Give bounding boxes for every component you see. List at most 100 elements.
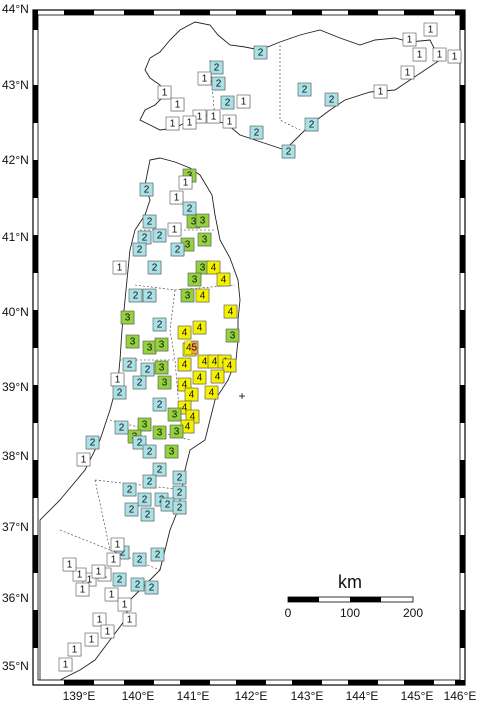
- station-box: [281, 144, 296, 159]
- station-label: 1: [202, 74, 208, 85]
- station-box: [122, 357, 137, 372]
- frame-bar-right: [460, 160, 465, 198]
- scale-bar-segment-1: [288, 597, 319, 602]
- station-box: [132, 552, 147, 567]
- frame-bar-top: [348, 10, 378, 15]
- frame-bar-top: [180, 10, 210, 15]
- station-intensity-2: 2: [142, 214, 157, 229]
- station-label: 1: [241, 97, 247, 108]
- station-intensity-1: 1: [170, 97, 185, 112]
- station-intensity-3: 3: [152, 425, 167, 440]
- station-label: 4: [215, 372, 221, 383]
- lon-label-142: 142°E: [235, 689, 268, 703]
- station-label: 2: [258, 48, 264, 59]
- frame-bar-bottom: [348, 680, 378, 685]
- station-intensity-3: 3: [137, 417, 152, 432]
- frame-bar-top: [124, 10, 154, 15]
- station-box: [423, 22, 438, 37]
- station-intensity-2: 2: [85, 435, 100, 450]
- station-label: 3: [230, 331, 236, 342]
- station-label: 4: [190, 412, 196, 423]
- station-box: [204, 385, 219, 400]
- frame-bar-right: [460, 235, 465, 273]
- station-box: [187, 272, 202, 287]
- station-box: [110, 537, 125, 552]
- frame-bar-right: [460, 610, 465, 648]
- lon-label-141: 141°E: [177, 689, 210, 703]
- station-box: [154, 337, 169, 352]
- station-label: 1: [162, 88, 168, 99]
- station-intensity-1: 1: [167, 222, 182, 237]
- station-label: 4: [189, 390, 195, 401]
- station-label: 2: [135, 580, 141, 591]
- station-box: [253, 45, 268, 60]
- station-label: 3: [125, 313, 131, 324]
- station-label: 2: [119, 423, 125, 434]
- frame-bar-right: [460, 535, 465, 573]
- station-box: [58, 657, 73, 672]
- station-intensity-3: 3: [142, 340, 157, 355]
- station-intensity-2: 2: [122, 357, 137, 372]
- frame-graduation-bars: [33, 10, 465, 685]
- station-label: 2: [157, 400, 163, 411]
- station-label: 1: [437, 50, 443, 61]
- station-box: [373, 84, 388, 99]
- station-label: 4: [197, 373, 203, 384]
- station-intensity-2: 2: [304, 117, 319, 132]
- station-label: 2: [137, 245, 143, 256]
- station-label: 2: [157, 231, 163, 242]
- station-label: 2: [187, 204, 193, 215]
- coastline: [39, 21, 441, 681]
- epicenter-marker: +: [238, 389, 245, 403]
- station-box: [114, 420, 129, 435]
- station-intensity-1: 1: [62, 557, 77, 572]
- station-label: 1: [428, 25, 434, 36]
- station-intensity-1: 1: [157, 85, 172, 100]
- station-intensity-2: 2: [172, 470, 187, 485]
- station-intensity-2: 2: [137, 230, 152, 245]
- station-label: 2: [147, 217, 153, 228]
- station-label: 2: [117, 575, 123, 586]
- station-box: [249, 125, 264, 140]
- station-label: 4: [221, 275, 227, 286]
- station-box: [209, 60, 224, 75]
- station-label: 2: [165, 500, 171, 511]
- station-label: 1: [97, 615, 103, 626]
- station-intensity-1: 1: [76, 452, 91, 467]
- station-intensity-1: 1: [197, 71, 212, 86]
- lat-label-36: 36°N: [2, 591, 29, 605]
- station-box: [400, 65, 415, 80]
- station-intensity-3: 3: [197, 232, 212, 247]
- station-box: [120, 310, 135, 325]
- station-box: [142, 444, 157, 459]
- frame-bar-bottom: [455, 680, 465, 685]
- station-box: [402, 32, 417, 47]
- station-intensity-2: 2: [112, 385, 127, 400]
- station-box: [157, 85, 172, 100]
- station-intensity-3: 3: [154, 360, 169, 375]
- frame-bar-right: [460, 85, 465, 123]
- station-intensity-2: 2: [324, 92, 339, 107]
- longitude-labels: 139°E 140°E 141°E 142°E 143°E 144°E 145°…: [63, 689, 477, 703]
- station-box: [170, 97, 185, 112]
- station-label: 1: [77, 570, 83, 581]
- station-label: 2: [147, 291, 153, 302]
- station-label: 2: [90, 438, 96, 449]
- station-intensity-4: 4: [206, 260, 221, 275]
- station-intensity-3: 3: [169, 424, 184, 439]
- station-box: [180, 288, 195, 303]
- station-box: [432, 47, 447, 62]
- station-intensity-1: 1: [92, 612, 107, 627]
- station-box: [210, 369, 225, 384]
- station-label: 1: [87, 575, 93, 586]
- lat-label-37: 37°N: [2, 520, 29, 534]
- station-label: 2: [133, 291, 139, 302]
- station-label: 2: [147, 447, 153, 458]
- lon-label-145: 145°E: [401, 689, 434, 703]
- station-intensity-2: 2: [220, 95, 235, 110]
- station-intensity-1: 1: [169, 190, 184, 205]
- station-box: [154, 360, 169, 375]
- station-intensity-1: 1: [400, 65, 415, 80]
- lon-label-143: 143°E: [291, 689, 324, 703]
